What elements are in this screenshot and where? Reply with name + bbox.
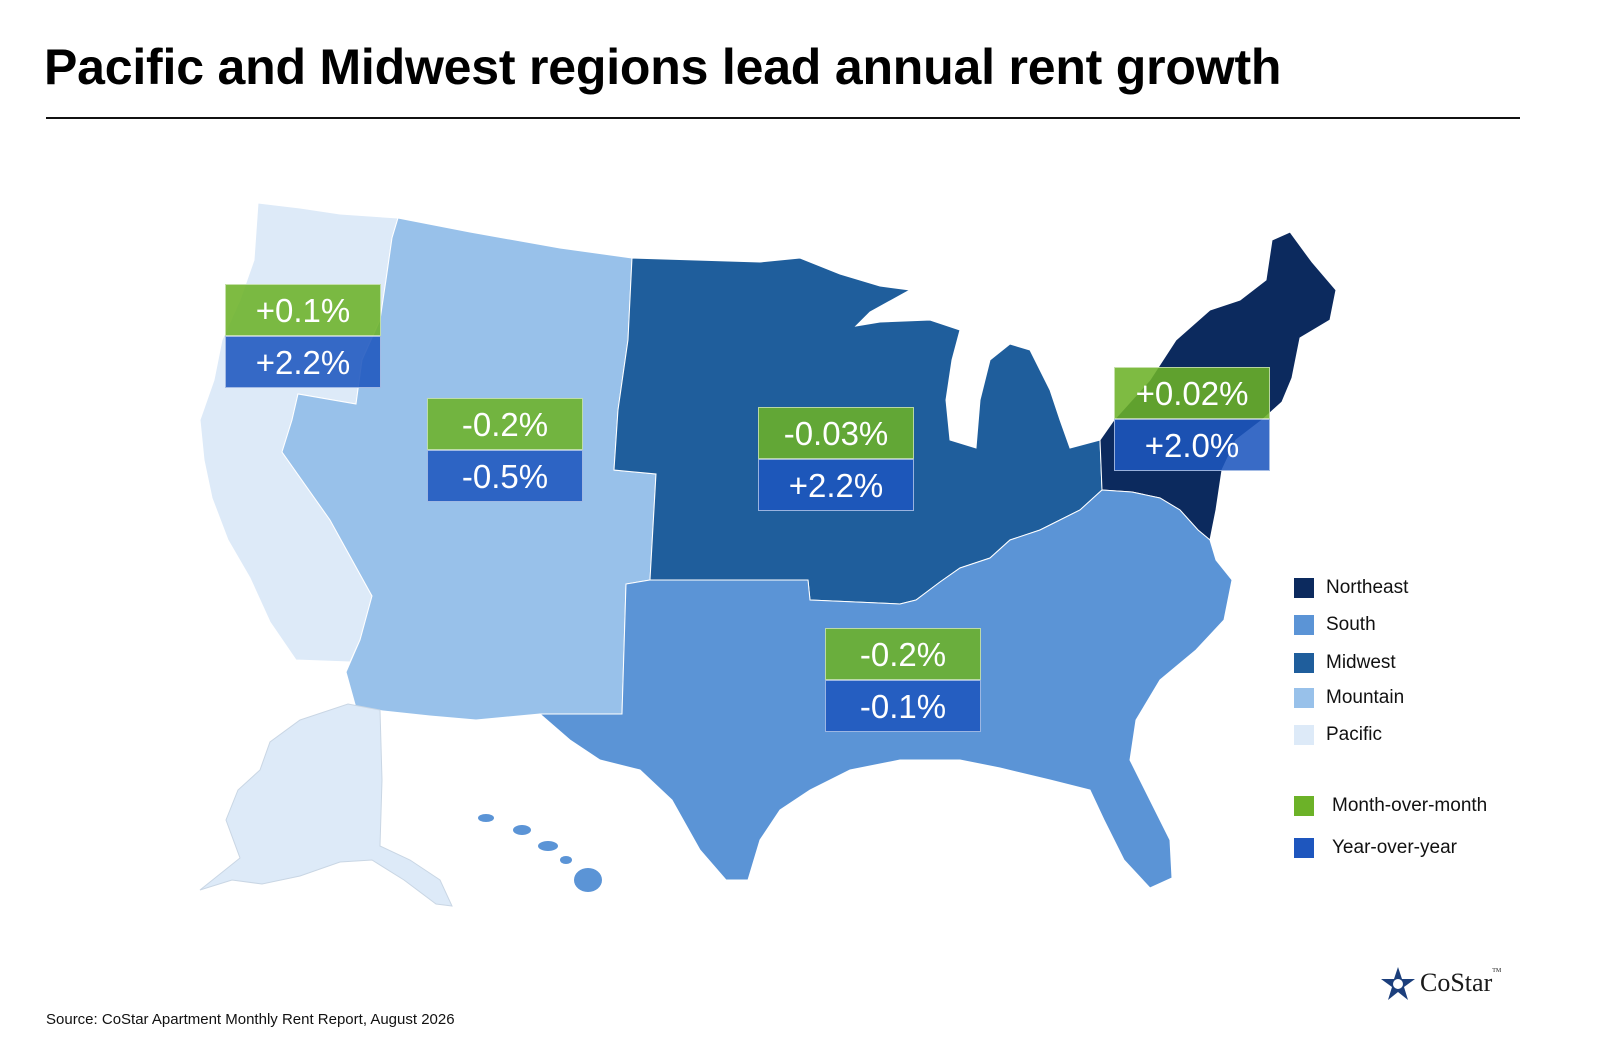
costar-star-icon (1381, 967, 1415, 1000)
legend-swatch-month-over-month (1294, 796, 1314, 816)
legend-label-midwest: Midwest (1326, 652, 1396, 673)
costar-logo: CoStarTM (1380, 964, 1520, 1004)
costar-name: CoStar (1420, 968, 1493, 997)
legend-label-year-over-year: Year-over-year (1332, 837, 1457, 858)
legend-swatch-south (1294, 615, 1314, 635)
midwest-yoy-value: +2.2% (758, 459, 914, 511)
legend-swatch-pacific (1294, 725, 1314, 745)
northeast-mom-value: +0.02% (1114, 367, 1270, 419)
costar-wordmark: CoStarTM (1420, 968, 1501, 998)
mountain-mom-value: -0.2% (427, 398, 583, 450)
northeast-stats: +0.02% +2.0% (1114, 367, 1270, 471)
mountain-yoy-value: -0.5% (427, 450, 583, 502)
costar-tm: TM (1492, 968, 1502, 974)
legend-label-south: South (1326, 614, 1376, 635)
northeast-yoy-value: +2.0% (1114, 419, 1270, 471)
south-stats: -0.2% -0.1% (825, 628, 981, 732)
south-yoy-value: -0.1% (825, 680, 981, 732)
legend-swatch-mountain (1294, 688, 1314, 708)
legend-swatch-northeast (1294, 578, 1314, 598)
legend-label-mountain: Mountain (1326, 687, 1405, 708)
mountain-stats: -0.2% -0.5% (427, 398, 583, 502)
state-alaska (199, 703, 453, 907)
title-divider (46, 117, 1520, 119)
legend-label-month-over-month: Month-over-month (1332, 795, 1488, 816)
legend-swatch-year-over-year (1294, 838, 1314, 858)
page-title: Pacific and Midwest regions lead annual … (44, 39, 1282, 95)
pacific-mom-value: +0.1% (225, 284, 381, 336)
south-mom-value: -0.2% (825, 628, 981, 680)
state-hawaii (478, 814, 602, 892)
pacific-stats: +0.1% +2.2% (225, 284, 381, 388)
midwest-mom-value: -0.03% (758, 407, 914, 459)
legend-swatch-midwest (1294, 653, 1314, 673)
legend-label-northeast: Northeast (1326, 577, 1409, 598)
pacific-yoy-value: +2.2% (225, 336, 381, 388)
legend-label-pacific: Pacific (1326, 724, 1382, 745)
midwest-stats: -0.03% +2.2% (758, 407, 914, 511)
source-note: Source: CoStar Apartment Monthly Rent Re… (46, 1011, 455, 1028)
